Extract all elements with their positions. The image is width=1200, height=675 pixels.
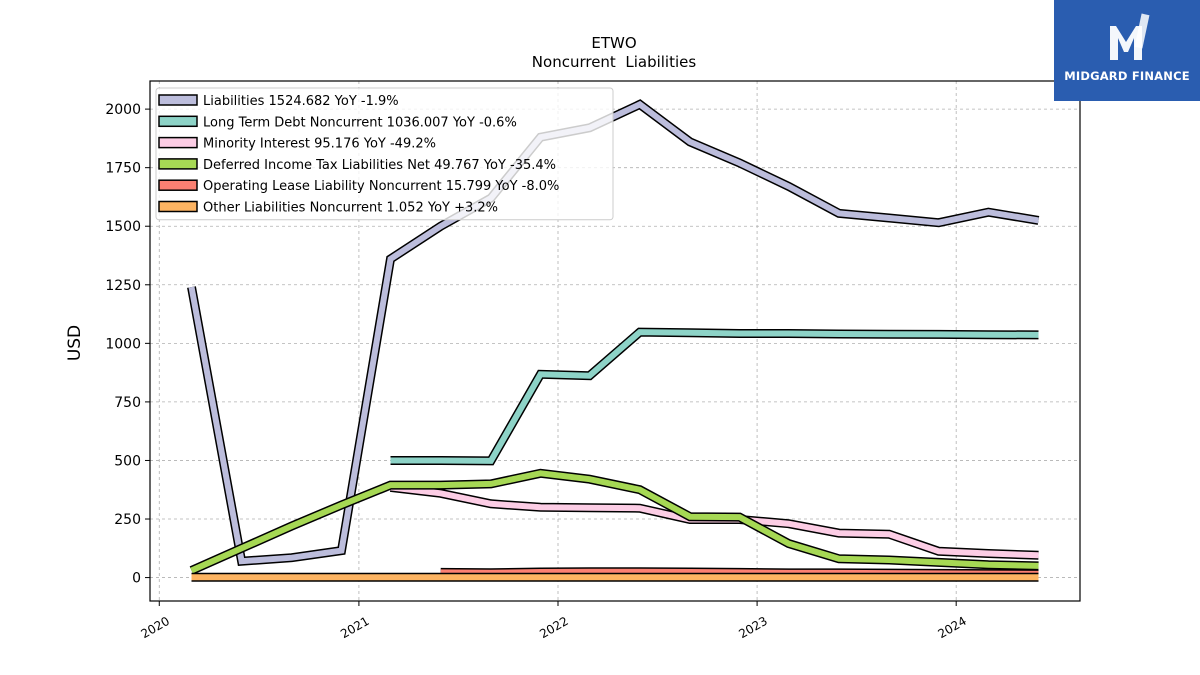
legend-label: Long Term Debt Noncurrent 1036.007 YoY -… [203, 115, 517, 130]
legend-swatch [158, 179, 198, 191]
y-tick-label: 1750 [105, 161, 141, 177]
logo-text: MIDGARD FINANCE [1064, 69, 1190, 83]
x-tick-label: 2023 [736, 614, 769, 641]
plot-frame [149, 80, 1081, 602]
midgard-logo-icon [1110, 13, 1150, 60]
x-tick-label: 2022 [537, 614, 570, 641]
series-layer [187, 99, 1040, 582]
legend-box [155, 87, 614, 221]
x-tick-label: 2024 [935, 614, 968, 641]
x-tick-label: 2021 [338, 614, 371, 641]
legend-label: Operating Lease Liability Noncurrent 15.… [203, 179, 559, 194]
series-line-long-term-debt-noncurrent [390, 329, 1039, 464]
y-tick-label: 1000 [105, 336, 141, 352]
legend-swatch [158, 115, 198, 128]
chart-subtitle: Noncurrent Liabilities [532, 53, 697, 71]
y-tick-label: 2000 [105, 102, 141, 118]
y-tick-label: 500 [114, 453, 141, 469]
legend-swatch [158, 200, 198, 213]
legend-swatch [158, 158, 198, 170]
y-tick-label: 250 [114, 512, 141, 528]
series-line-deferred-income-tax-liabilities-net [190, 470, 1039, 574]
legend-label: Minority Interest 95.176 YoY -49.2% [203, 137, 436, 152]
series-line-liabilities [188, 100, 1039, 565]
legend: Liabilities 1524.682 YoY -1.9% Long Term … [155, 87, 614, 221]
brand-logo: MIDGARD FINANCE [1054, 0, 1200, 101]
y-tick-label: 0 [132, 571, 141, 587]
series-outline-long-term-debt-noncurrent [390, 327, 1039, 466]
x-tick-label: 2020 [139, 614, 172, 641]
legend-swatch [158, 94, 198, 106]
y-tick-label: 750 [114, 395, 141, 411]
legend-label: Liabilities 1524.682 YoY -1.9% [203, 94, 399, 109]
y-axis-label: USD [65, 325, 85, 361]
y-tick-label: 1250 [105, 278, 141, 294]
legend-label: Other Liabilities Noncurrent 1.052 YoY +… [203, 201, 498, 216]
grid [150, 81, 1080, 601]
legend-swatch [158, 136, 198, 149]
chart-title: ETWO [591, 34, 636, 52]
y-tick-label: 1500 [105, 219, 141, 235]
legend-label: Deferred Income Tax Liabilities Net 49.7… [203, 158, 556, 173]
